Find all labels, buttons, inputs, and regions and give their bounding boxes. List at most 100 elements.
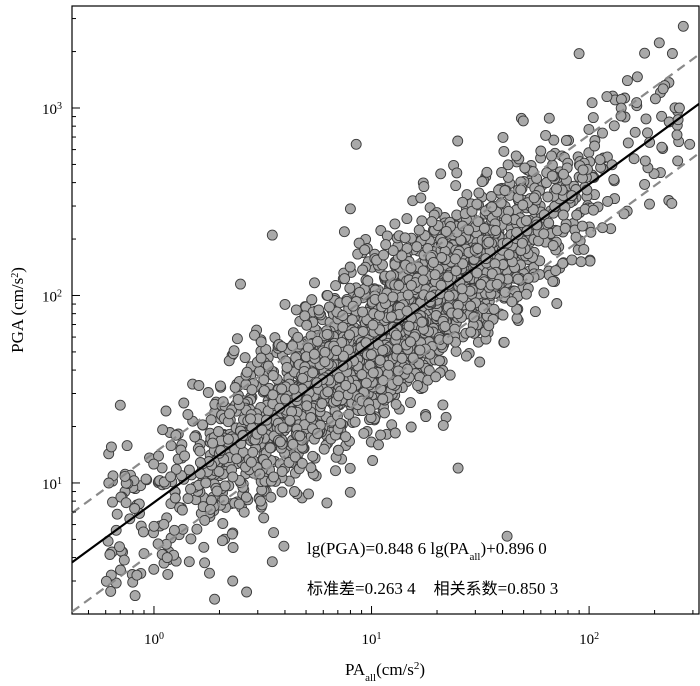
data-point	[105, 585, 117, 597]
regression-line	[71, 103, 700, 564]
data-point	[185, 483, 196, 495]
data-point	[506, 296, 518, 308]
plot-frame	[71, 5, 700, 615]
data-point	[332, 444, 344, 456]
data-point	[512, 273, 524, 285]
data-point	[333, 390, 345, 402]
data-point	[403, 320, 415, 332]
data-point	[356, 369, 368, 381]
data-point	[289, 451, 301, 463]
data-point	[183, 464, 195, 476]
data-point	[179, 450, 191, 462]
data-point	[129, 503, 141, 514]
data-point	[559, 222, 571, 234]
data-point	[346, 314, 358, 326]
data-point	[277, 422, 289, 434]
axis-ticks: 100 101 102 101 102 103	[42, 18, 694, 649]
data-point	[560, 135, 572, 146]
data-point	[344, 203, 356, 215]
data-point	[601, 91, 613, 103]
data-point	[474, 356, 486, 368]
data-point	[589, 140, 601, 152]
data-point	[276, 383, 288, 395]
data-point	[204, 567, 215, 579]
data-point	[486, 201, 498, 213]
data-point	[573, 48, 585, 60]
data-point	[241, 586, 253, 598]
data-point	[308, 348, 320, 360]
data-point	[389, 218, 401, 230]
data-point	[594, 154, 606, 166]
data-point	[197, 419, 209, 431]
data-point	[339, 273, 351, 285]
data-point	[516, 237, 528, 249]
data-point	[465, 300, 476, 312]
data-point	[435, 279, 447, 291]
data-point	[503, 249, 515, 260]
data-point	[340, 379, 352, 391]
data-point	[639, 178, 651, 190]
data-point	[354, 286, 365, 298]
data-point	[229, 382, 241, 393]
data-point	[350, 138, 362, 150]
data-point	[497, 131, 509, 143]
data-point	[178, 397, 190, 409]
data-point	[558, 168, 569, 180]
data-point	[276, 466, 288, 477]
data-point	[105, 441, 117, 453]
data-point	[321, 328, 333, 340]
data-point	[587, 204, 599, 216]
data-point	[538, 228, 550, 240]
data-point	[621, 75, 633, 87]
data-point	[442, 333, 454, 345]
data-point	[629, 126, 641, 138]
data-point	[349, 416, 361, 428]
data-point	[255, 336, 267, 348]
data-point	[666, 197, 678, 209]
data-point	[452, 462, 464, 474]
data-point	[288, 383, 300, 395]
data-point	[337, 360, 349, 372]
y-tick-label: 103	[42, 101, 62, 119]
x-tick-label: 100	[144, 631, 164, 649]
data-point	[671, 129, 683, 141]
data-point	[387, 245, 399, 257]
data-point	[577, 164, 589, 176]
data-point	[502, 159, 514, 171]
data-point	[344, 261, 356, 273]
data-point	[463, 224, 475, 236]
data-point	[189, 431, 201, 443]
data-point	[529, 306, 541, 318]
data-point	[391, 343, 403, 355]
upper-std-line	[71, 53, 700, 514]
data-point	[297, 372, 309, 384]
data-point	[404, 336, 416, 348]
data-point	[322, 386, 334, 398]
data-point	[330, 345, 342, 356]
data-point	[578, 243, 590, 255]
data-point	[639, 155, 651, 167]
data-point	[202, 387, 214, 398]
data-point	[420, 411, 432, 423]
data-point	[684, 138, 696, 150]
data-point	[656, 110, 668, 122]
data-point	[439, 320, 451, 332]
data-point	[266, 229, 278, 241]
data-point	[276, 486, 288, 498]
data-point	[377, 393, 389, 405]
data-point	[323, 301, 335, 313]
data-point	[278, 540, 290, 552]
data-point	[485, 191, 497, 202]
data-point	[378, 249, 390, 261]
data-point	[587, 112, 599, 124]
data-point	[501, 213, 512, 225]
data-point	[364, 404, 376, 416]
data-point	[405, 421, 417, 433]
data-point	[227, 542, 239, 553]
data-point	[338, 226, 350, 238]
data-point	[571, 209, 583, 221]
data-point	[316, 398, 328, 409]
data-point	[412, 380, 424, 391]
data-point	[440, 225, 452, 237]
data-point	[437, 419, 449, 431]
